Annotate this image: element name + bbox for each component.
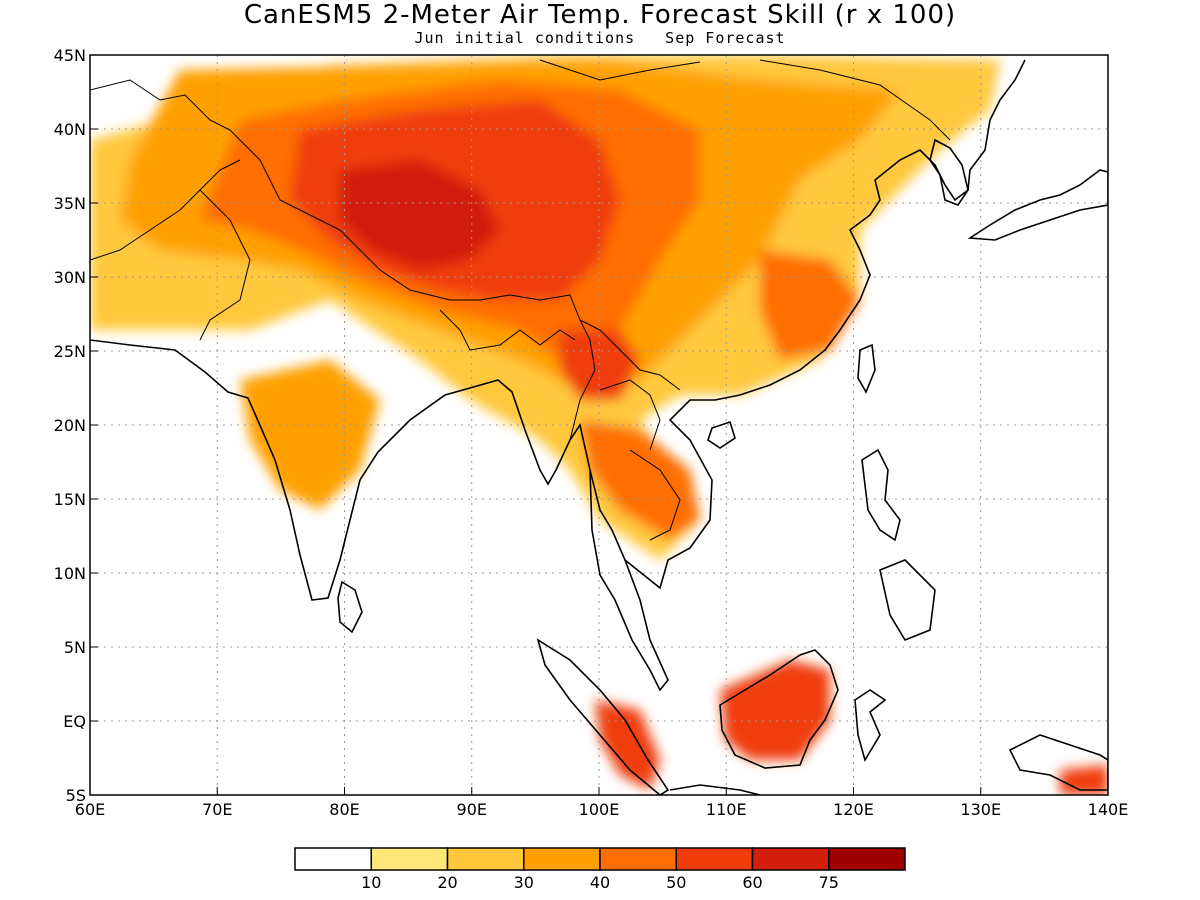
lat-tick-label: 10N (54, 564, 86, 583)
skill-region (595, 700, 660, 790)
lon-tick-label: 90E (457, 800, 487, 819)
legend-label: 50 (666, 873, 686, 892)
legend-swatch (370, 847, 449, 871)
skill-region (1060, 765, 1108, 795)
legend-swatch (294, 847, 372, 871)
lon-tick-label: 120E (833, 800, 874, 819)
lon-tick-label: 70E (202, 800, 232, 819)
skill-region (580, 420, 700, 540)
lon-tick-label: 100E (579, 800, 620, 819)
skill-region (560, 330, 640, 400)
legend-label: 75 (819, 873, 839, 892)
lon-tick-label: 80E (329, 800, 359, 819)
legend-swatch (828, 847, 906, 871)
legend-swatch (446, 847, 525, 871)
lon-tick-label: 140E (1088, 800, 1129, 819)
legend-swatch (675, 847, 754, 871)
lon-tick-label: 110E (706, 800, 747, 819)
legend-label: 40 (590, 873, 610, 892)
legend-swatch (751, 847, 830, 871)
skill-region (240, 360, 380, 510)
lon-tick-label: 60E (75, 800, 105, 819)
country-borders (90, 59, 951, 541)
map-subtitle: Jun initial conditions Sep Forecast (0, 28, 1200, 48)
legend-label: 60 (742, 873, 762, 892)
latitude-axis: 45N 40N 35N 30N 25N 20N 15N 10N 5N EQ 5S (54, 46, 98, 805)
lat-tick-label: 40N (54, 120, 86, 139)
subtitle-forecast-month: Sep Forecast (665, 29, 786, 47)
legend-label: 20 (437, 873, 457, 892)
lat-tick-label: 20N (54, 416, 86, 435)
lat-tick-label: 5N (64, 638, 86, 657)
lat-tick-label: 35N (54, 194, 86, 213)
color-legend: 10 20 30 40 50 60 75 (294, 847, 906, 892)
lat-tick-label: 45N (54, 46, 86, 65)
skill-region (340, 160, 500, 270)
legend-label: 10 (361, 873, 381, 892)
subtitle-initial-conditions: Jun initial conditions (414, 29, 636, 47)
lat-tick-label: 5S (66, 786, 86, 805)
lat-tick-label: 30N (54, 268, 86, 287)
lat-tick-label: 25N (54, 342, 86, 361)
skill-region (720, 660, 830, 760)
map-title: CanESM5 2-Meter Air Temp. Forecast Skill… (243, 0, 957, 30)
lat-tick-label: 15N (54, 490, 86, 509)
map-gridlines (90, 55, 1108, 795)
coastlines (90, 59, 1108, 795)
longitude-axis: 60E 70E 80E 90E 100E 110E 120E 130E 140E (75, 787, 1129, 819)
lat-tick-label: EQ (63, 712, 86, 731)
skill-shading (90, 55, 1108, 795)
legend-label: 30 (514, 873, 534, 892)
legend-swatch (599, 847, 677, 871)
lon-tick-label: 130E (960, 800, 1001, 819)
legend-swatch (523, 847, 601, 871)
